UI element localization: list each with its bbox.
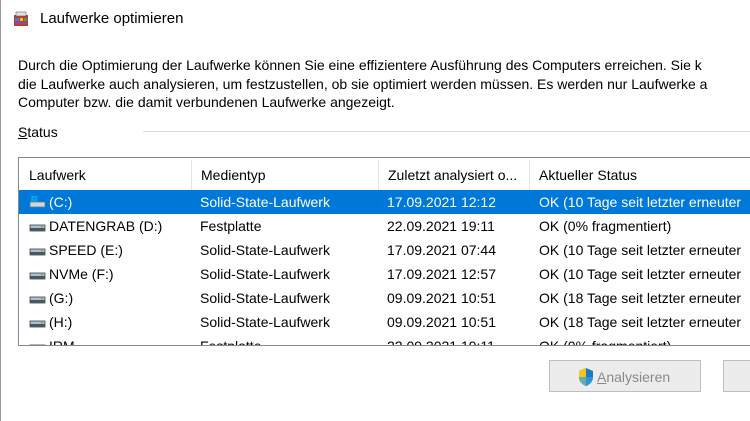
- list-header: Laufwerk Medientyp Zuletzt analysiert o.…: [19, 158, 750, 190]
- column-separator[interactable]: [378, 160, 379, 190]
- description-line: Computer bzw. die damit verbundenen Lauf…: [18, 94, 395, 110]
- table-row[interactable]: IRM Festplatte 22.09.2021 19:11 OK (0% frag…: [19, 334, 750, 346]
- title-bar[interactable]: Laufwerke optimieren: [1, 0, 750, 38]
- column-separator[interactable]: [529, 160, 530, 190]
- drive-icon: [29, 296, 46, 304]
- cell-last-analyzed: 17.09.2021 12:12: [387, 194, 496, 210]
- column-header-last-analyzed[interactable]: Zuletzt analysiert o...: [388, 167, 518, 183]
- cell-last-analyzed: 09.09.2021 10:51: [387, 314, 496, 330]
- windows-drive-icon: [29, 196, 46, 208]
- analyze-button-label: Analysieren: [597, 369, 671, 385]
- cell-last-analyzed: 09.09.2021 10:51: [387, 290, 496, 306]
- window-title: Laufwerke optimieren: [40, 10, 184, 27]
- cell-media-type: Solid-State-Laufwerk: [200, 242, 330, 258]
- drives-list[interactable]: Laufwerk Medientyp Zuletzt analysiert o.…: [18, 157, 750, 346]
- drive-icon: [29, 320, 46, 328]
- cell-media-type: Solid-State-Laufwerk: [200, 194, 330, 210]
- cell-drive: IRM: [49, 338, 75, 346]
- cell-last-analyzed: 22.09.2021 19:11: [387, 218, 495, 234]
- cell-current-status: OK (0% fragmentiert): [539, 338, 672, 346]
- optimize-button[interactable]: [723, 360, 750, 392]
- cell-drive: DATENGRAB (D:): [49, 218, 163, 234]
- column-header-current-status[interactable]: Aktueller Status: [539, 167, 638, 183]
- cell-drive: (C:): [49, 194, 73, 210]
- cell-media-type: Festplatte: [200, 218, 262, 234]
- defrag-app-icon: [14, 11, 28, 26]
- table-row[interactable]: NVMe (F:) Solid-State-Laufwerk 17.09.2021 …: [19, 262, 750, 286]
- drive-icon: [29, 224, 46, 232]
- cell-last-analyzed: 17.09.2021 12:57: [387, 266, 496, 282]
- cell-media-type: Solid-State-Laufwerk: [200, 314, 330, 330]
- cell-current-status: OK (18 Tage seit letzter erneuter: [539, 290, 742, 306]
- cell-current-status: OK (10 Tage seit letzter erneuter: [539, 266, 742, 282]
- cell-current-status: OK (10 Tage seit letzter erneuter: [539, 194, 742, 210]
- drive-icon: [29, 344, 46, 345]
- table-row[interactable]: DATENGRAB (D:) Festplatte 22.09.2021 19:11…: [19, 214, 750, 238]
- drive-icon: [29, 272, 46, 280]
- cell-media-type: Festplatte: [200, 338, 262, 346]
- cell-drive: (G:): [49, 290, 74, 306]
- cell-current-status: OK (18 Tage seit letzter erneuter: [539, 314, 742, 330]
- cell-current-status: OK (0% fragmentiert): [539, 218, 672, 234]
- column-header-media-type[interactable]: Medientyp: [201, 167, 266, 183]
- cell-last-analyzed: 17.09.2021 07:44: [387, 242, 496, 258]
- cell-drive: (H:): [49, 314, 73, 330]
- cell-drive: NVMe (F:): [49, 266, 114, 282]
- column-separator[interactable]: [191, 160, 192, 190]
- table-row[interactable]: (G:) Solid-State-Laufwerk 09.09.2021 10:51…: [19, 286, 750, 310]
- cell-media-type: Solid-State-Laufwerk: [200, 290, 330, 306]
- description-line: Durch die Optimierung der Laufwerke könn…: [18, 57, 702, 73]
- table-row[interactable]: (H:) Solid-State-Laufwerk 09.09.2021 10:51…: [19, 310, 750, 334]
- cell-drive: SPEED (E:): [49, 242, 123, 258]
- cell-current-status: OK (10 Tage seit letzter erneuter: [539, 242, 742, 258]
- table-row[interactable]: (C:) Solid-State-Laufwerk 17.09.2021 12:12…: [19, 190, 750, 214]
- cell-media-type: Solid-State-Laufwerk: [200, 266, 330, 282]
- status-group-label: Status: [18, 124, 58, 140]
- description-text: Durch die Optimierung der Laufwerke könn…: [18, 56, 750, 112]
- description-line: die Laufwerke auch analysieren, um festz…: [18, 75, 708, 92]
- column-header-drive[interactable]: Laufwerk: [29, 167, 86, 183]
- analyze-button[interactable]: Analysieren: [549, 360, 701, 392]
- cell-last-analyzed: 22.09.2021 19:11: [387, 338, 495, 346]
- uac-shield-icon: [579, 368, 593, 386]
- status-divider: [143, 131, 750, 132]
- drive-icon: [29, 248, 46, 256]
- table-row[interactable]: SPEED (E:) Solid-State-Laufwerk 17.09.2021…: [19, 238, 750, 262]
